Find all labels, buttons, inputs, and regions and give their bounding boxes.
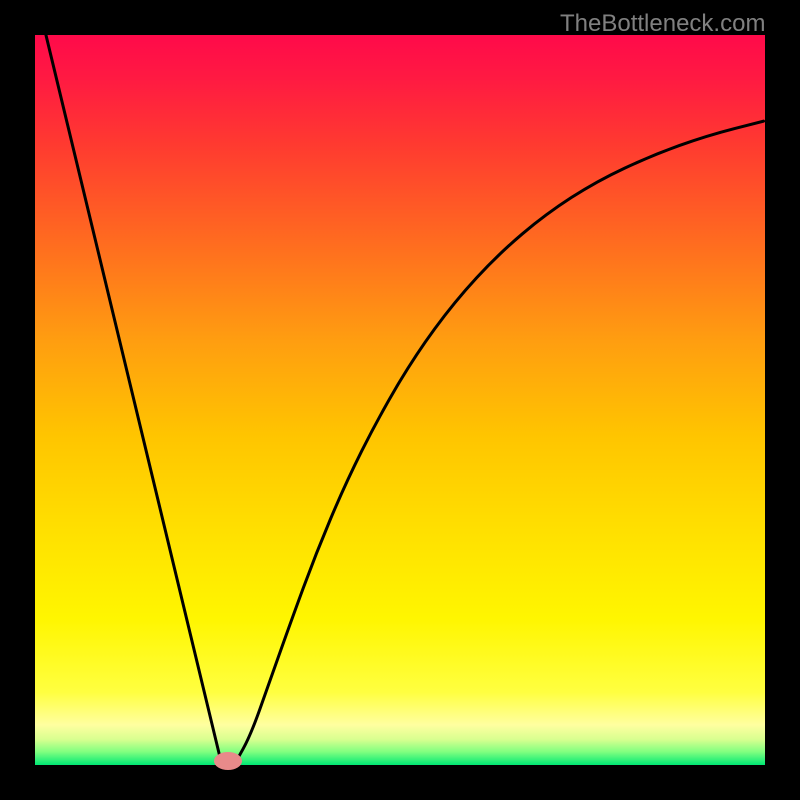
minimum-marker (214, 752, 242, 770)
plot-area (35, 35, 765, 765)
watermark-text: TheBottleneck.com (560, 10, 765, 38)
gradient-background (35, 35, 765, 765)
chart-svg (35, 35, 765, 765)
